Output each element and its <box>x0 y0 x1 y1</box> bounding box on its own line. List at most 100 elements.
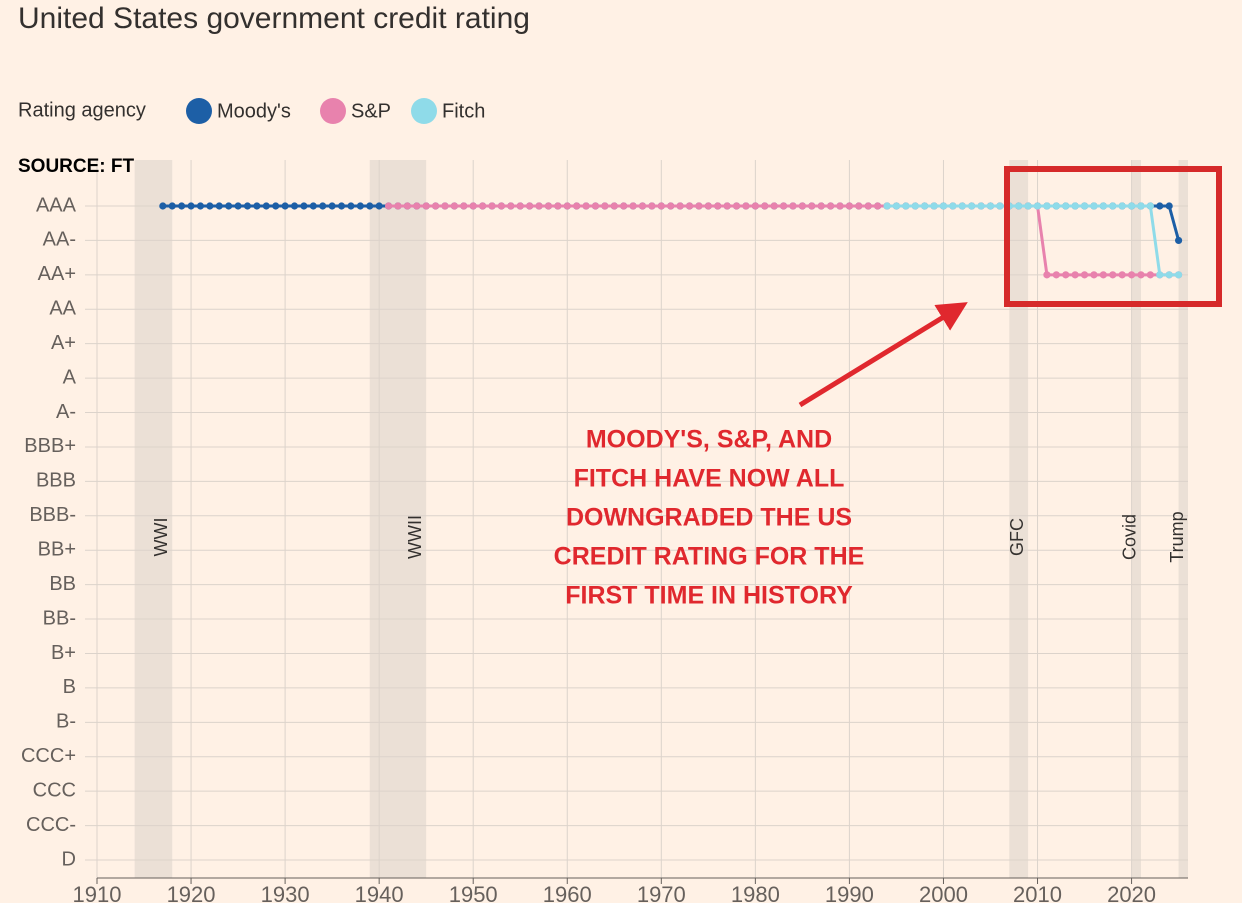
data-point <box>648 202 656 210</box>
data-point <box>159 202 167 210</box>
event-band <box>1009 160 1029 878</box>
data-point <box>272 202 280 210</box>
data-point <box>300 202 308 210</box>
data-point <box>667 202 675 210</box>
x-tick-label: 2000 <box>919 882 968 903</box>
data-point <box>1109 202 1117 210</box>
data-point <box>591 202 600 210</box>
data-point <box>685 202 694 210</box>
event-label: GFC <box>1007 518 1027 556</box>
event-label: WWI <box>151 518 171 557</box>
annotation: FITCH HAVE NOW ALL <box>574 465 845 493</box>
data-point <box>1127 271 1136 279</box>
data-point <box>883 202 891 210</box>
data-point <box>497 202 506 210</box>
data-point <box>657 202 665 210</box>
y-tick-label: CCC+ <box>21 745 76 767</box>
data-point <box>1165 271 1173 279</box>
y-tick-label: BB <box>49 573 76 595</box>
data-point <box>836 202 844 210</box>
data-point <box>817 202 825 210</box>
data-point <box>855 202 863 210</box>
x-tick-label: 2020 <box>1107 882 1156 903</box>
data-point <box>479 202 487 210</box>
source: SOURCE: FT <box>18 156 135 177</box>
data-point <box>1146 202 1154 210</box>
y-tick-label: BB- <box>43 607 76 629</box>
data-point <box>808 202 816 210</box>
x-tick-label: 1930 <box>261 882 310 903</box>
data-point <box>742 202 750 210</box>
data-point <box>1062 271 1070 279</box>
data-point <box>958 202 966 210</box>
x-tick-label: 1950 <box>449 882 498 903</box>
data-point <box>949 202 957 210</box>
y-tick-label: CCC- <box>26 814 76 836</box>
data-point <box>1080 271 1089 279</box>
data-point <box>253 202 261 210</box>
data-point <box>1024 202 1032 210</box>
data-point <box>1033 202 1042 210</box>
data-point <box>1090 271 1098 279</box>
data-point <box>695 202 703 210</box>
data-point <box>1071 202 1079 210</box>
data-point <box>629 202 637 210</box>
y-tick-label: BBB+ <box>24 435 76 457</box>
data-point <box>526 202 534 210</box>
annotation: CREDIT RATING FOR THE <box>554 543 865 571</box>
series-lines <box>159 202 1183 279</box>
legend-title: Rating agency <box>18 99 146 121</box>
data-point <box>582 202 590 210</box>
data-point <box>413 202 421 210</box>
x-tick-label: 2010 <box>1013 882 1062 903</box>
event-band <box>1178 160 1188 878</box>
x-tick-label: 1980 <box>731 882 780 903</box>
data-point <box>761 202 769 210</box>
data-point <box>516 202 524 210</box>
y-tick-label: BBB <box>36 470 76 492</box>
event-label: Covid <box>1120 514 1140 560</box>
chart-title: United States government credit rating <box>18 2 530 35</box>
y-tick-label: A <box>63 366 77 388</box>
data-point <box>507 202 515 210</box>
data-point <box>544 202 553 210</box>
arrow <box>798 302 968 408</box>
data-point <box>375 202 383 210</box>
y-tick-label: AAA <box>36 194 77 216</box>
data-point <box>1043 271 1051 279</box>
annotation: FIRST TIME IN HISTORY <box>565 582 853 610</box>
data-point <box>573 202 581 210</box>
data-point <box>1127 202 1136 210</box>
data-point <box>723 202 731 210</box>
data-point <box>215 202 223 210</box>
data-point <box>620 202 628 210</box>
data-point <box>789 202 797 210</box>
data-point <box>1174 271 1183 279</box>
data-point <box>431 202 440 210</box>
data-point <box>225 202 233 210</box>
x-tick-label: 1940 <box>355 882 404 903</box>
data-point <box>309 202 317 210</box>
data-point <box>798 202 806 210</box>
data-point <box>535 202 543 210</box>
data-point <box>196 202 205 210</box>
data-point <box>1080 202 1089 210</box>
data-point <box>178 202 186 210</box>
y-tick-label: D <box>62 848 76 870</box>
y-tick-label: B <box>63 676 76 698</box>
data-point <box>864 202 872 210</box>
data-point <box>1099 271 1107 279</box>
data-point <box>1071 271 1079 279</box>
x-tick-label: 1920 <box>167 882 216 903</box>
legend-swatch <box>320 98 346 124</box>
data-point <box>911 202 919 210</box>
legend-label: Moody's <box>217 100 291 122</box>
data-point <box>1109 271 1117 279</box>
legend-swatch <box>411 98 437 124</box>
data-point <box>939 202 948 210</box>
x-tick-label: 1970 <box>637 882 686 903</box>
data-point <box>1015 202 1023 210</box>
data-point <box>779 202 788 210</box>
data-point <box>422 202 430 210</box>
